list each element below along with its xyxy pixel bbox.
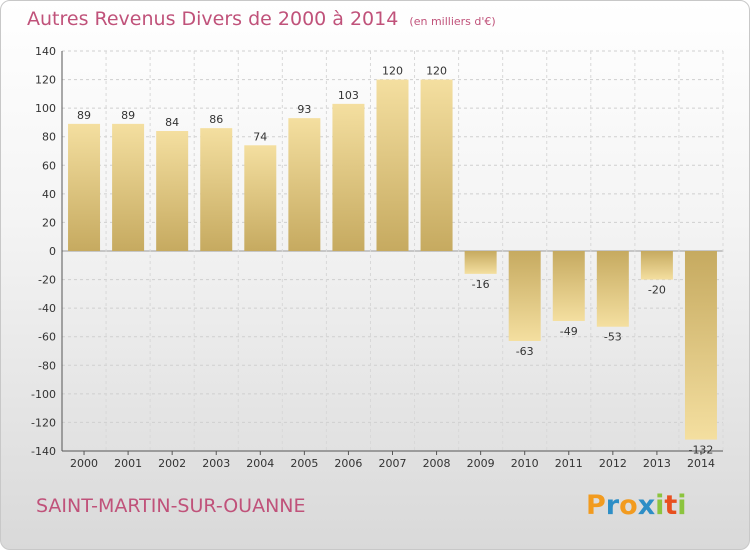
y-tick-label: -20 <box>38 274 56 287</box>
data-label: 120 <box>426 65 447 78</box>
data-label: 89 <box>121 109 135 122</box>
y-tick-label: -60 <box>38 331 56 344</box>
bar <box>68 123 101 251</box>
value-labels: 89 89 84 86 74 93 103 120 120 -16 -63 -49 -53 -20 -132 <box>77 65 713 457</box>
x-tick-label: 2006 <box>334 457 362 470</box>
y-tick-label: -40 <box>38 302 56 315</box>
x-tick-label: 2002 <box>158 457 186 470</box>
bar <box>464 251 497 274</box>
data-label: -63 <box>516 345 534 358</box>
chart-title: Autres Revenus Divers de 2000 à 2014 <box>27 8 399 30</box>
data-label: -16 <box>472 278 490 291</box>
y-tick-label: 60 <box>42 159 56 172</box>
x-tick-label: 2004 <box>246 457 274 470</box>
data-label: 84 <box>165 116 179 129</box>
brand-letter-t: t <box>664 490 678 521</box>
bar <box>508 251 541 341</box>
axes: -140 -120 -100 -80 -60 -40 -20 0 20 40 60 80 100 120 1… <box>31 45 723 470</box>
x-tick-label: 2007 <box>379 457 407 470</box>
x-tick-label: 2009 <box>467 457 495 470</box>
data-label: -53 <box>604 331 622 344</box>
x-tick-label: 2005 <box>290 457 318 470</box>
x-tick-label: 2012 <box>599 457 627 470</box>
y-tick-label: -140 <box>31 445 56 458</box>
data-label: 103 <box>338 89 359 102</box>
y-tick-label: 40 <box>42 188 56 201</box>
data-label: 86 <box>209 113 223 126</box>
brand-letter-x: x <box>637 490 656 521</box>
bar <box>376 79 409 251</box>
y-tick-label: 0 <box>49 245 56 258</box>
x-tick-label: 2000 <box>70 457 98 470</box>
x-tick-label: 2008 <box>423 457 451 470</box>
data-label: 120 <box>382 65 403 78</box>
bar <box>420 79 453 251</box>
bar <box>244 145 277 251</box>
brand-logo: Proxiti <box>586 490 687 521</box>
brand-letter-p: P <box>586 490 606 521</box>
y-tick-label: 120 <box>35 74 56 87</box>
y-tick-label: -120 <box>31 416 56 429</box>
x-tick-label: 2011 <box>555 457 583 470</box>
data-label: 74 <box>253 130 267 143</box>
data-label: -20 <box>648 284 666 297</box>
data-label: -49 <box>560 325 578 338</box>
x-tick-label: 2013 <box>643 457 671 470</box>
bars <box>68 79 717 440</box>
brand-letter-r: r <box>605 490 620 521</box>
bar <box>288 118 321 252</box>
commune-name: SAINT-MARTIN-SUR-OUANNE <box>36 495 306 517</box>
bar <box>640 251 673 280</box>
bar <box>552 251 585 321</box>
chart-subtitle: (en milliers d'€) <box>409 15 496 28</box>
x-tick-label: 2001 <box>114 457 142 470</box>
y-tick-label: 100 <box>35 102 56 115</box>
y-tick-label: -80 <box>38 359 56 372</box>
bar <box>332 103 365 251</box>
bar <box>112 123 145 251</box>
bar <box>596 251 629 327</box>
data-label: 89 <box>77 109 91 122</box>
x-tick-label: 2014 <box>687 457 715 470</box>
brand-letter-i2: i <box>677 490 687 521</box>
y-tick-label: 20 <box>42 216 56 229</box>
x-tick-label: 2003 <box>202 457 230 470</box>
brand-letter-o: o <box>619 490 638 521</box>
bar <box>156 131 189 251</box>
y-tick-label: 140 <box>35 45 56 58</box>
data-label: 93 <box>297 103 311 116</box>
bar <box>684 251 717 440</box>
x-tick-label: 2010 <box>511 457 539 470</box>
data-label: -132 <box>688 444 713 457</box>
bar <box>200 128 233 251</box>
title-row: Autres Revenus Divers de 2000 à 2014 (en… <box>27 8 496 30</box>
y-tick-label: -100 <box>31 388 56 401</box>
y-tick-label: 80 <box>42 131 56 144</box>
brand-letter-i: i <box>655 490 665 521</box>
